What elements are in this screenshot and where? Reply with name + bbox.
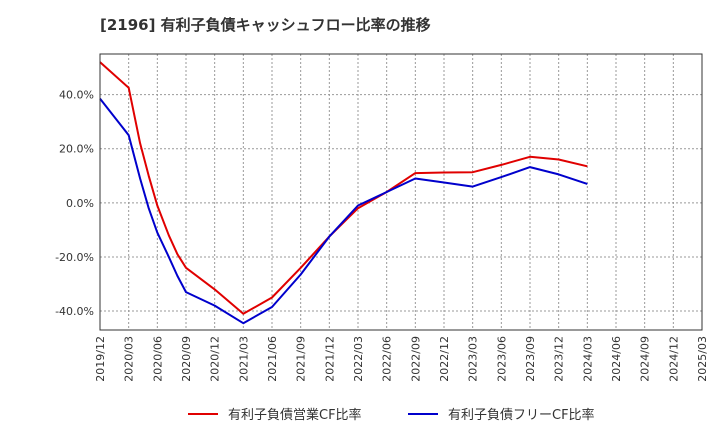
x-tick-label: 2022/03 bbox=[352, 336, 365, 382]
chart-title: [2196] 有利子負債キャッシュフロー比率の推移 bbox=[100, 16, 431, 34]
series-line-1 bbox=[99, 61, 588, 315]
plot-border bbox=[99, 53, 703, 331]
x-tick-label: 2019/12 bbox=[94, 336, 107, 382]
plot-area bbox=[100, 54, 702, 330]
y-tick-label: 20.0% bbox=[59, 143, 94, 156]
x-tick-label: 2021/12 bbox=[323, 336, 336, 382]
x-tick-label: 2022/06 bbox=[381, 336, 394, 382]
x-tick-label: 2023/03 bbox=[467, 336, 480, 382]
x-tick-label: 2025/03 bbox=[696, 336, 709, 382]
y-tick-label: 0.0% bbox=[66, 197, 94, 210]
y-tick-label: -20.0% bbox=[55, 251, 94, 264]
x-tick-label: 2024/03 bbox=[581, 336, 594, 382]
x-tick-label: 2023/09 bbox=[524, 336, 537, 382]
x-tick-label: 2021/06 bbox=[266, 336, 279, 382]
y-tick-label: 40.0% bbox=[59, 89, 94, 102]
x-tick-label: 2023/12 bbox=[553, 336, 566, 382]
x-tick-label: 2022/09 bbox=[409, 336, 422, 382]
x-tick-label: 2021/03 bbox=[237, 336, 250, 382]
x-tick-label: 2020/09 bbox=[180, 336, 193, 382]
x-tick-label: 2022/12 bbox=[438, 336, 451, 382]
x-tick-label: 2024/09 bbox=[639, 336, 652, 382]
legend-label-2: 有利子負債フリーCF比率 bbox=[448, 407, 595, 423]
y-tick-label: -40.0% bbox=[55, 305, 94, 318]
x-tick-label: 2020/12 bbox=[209, 336, 222, 382]
x-tick-label: 2021/09 bbox=[295, 336, 308, 382]
x-tick-label: 2024/12 bbox=[667, 336, 680, 382]
x-tick-label: 2020/03 bbox=[123, 336, 136, 382]
x-tick-label: 2024/06 bbox=[610, 336, 623, 382]
x-tick-label: 2023/06 bbox=[495, 336, 508, 382]
x-tick-label: 2020/06 bbox=[151, 336, 164, 382]
legend-label-1: 有利子負債営業CF比率 bbox=[228, 407, 362, 423]
series-line-2 bbox=[99, 97, 588, 325]
